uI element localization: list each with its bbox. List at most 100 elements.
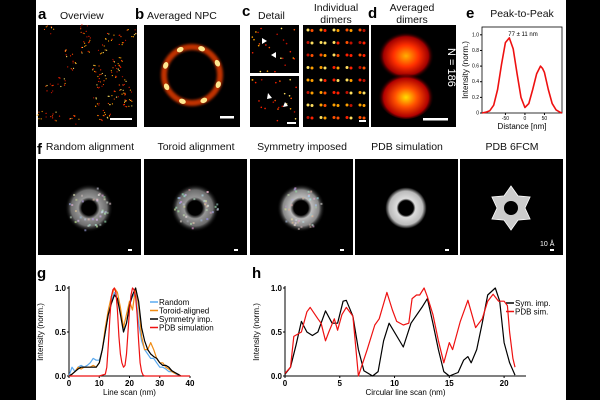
dimer-spot xyxy=(319,53,323,57)
particle-count: N = 186 xyxy=(445,48,457,87)
localization-dot xyxy=(112,58,114,61)
pixel-noise xyxy=(178,201,181,204)
dimer-spot xyxy=(358,41,362,44)
localization-dot xyxy=(111,71,113,74)
dimer-spot xyxy=(345,66,349,69)
panel-f-title: Toroid alignment xyxy=(157,141,234,153)
localization-dot xyxy=(251,36,254,38)
pixel-noise xyxy=(294,222,297,225)
pixel-noise xyxy=(308,194,311,197)
pixel-noise xyxy=(308,223,311,226)
localization-dot xyxy=(52,84,54,86)
dimer-spot xyxy=(358,66,362,69)
localization-dot xyxy=(86,25,88,27)
pixel-noise xyxy=(104,220,107,223)
localization-dot xyxy=(103,80,105,82)
localization-dot xyxy=(84,45,86,47)
localization-dot xyxy=(127,29,129,31)
pixel-noise xyxy=(69,216,72,219)
localization-dot xyxy=(293,58,296,60)
pixel-noise xyxy=(297,219,300,222)
panel-c-title2-line1: Individual xyxy=(314,2,358,14)
pixel-noise xyxy=(290,218,293,221)
y-tick-label: 0.0 xyxy=(55,372,67,381)
pixel-noise xyxy=(182,203,185,206)
localization-dot xyxy=(46,90,48,92)
localization-dot xyxy=(88,41,90,43)
localization-dot xyxy=(65,54,67,56)
panel-f-random-alignment: Random alignment xyxy=(38,141,141,255)
localization-dot xyxy=(110,39,113,41)
dimer-spot xyxy=(323,116,327,120)
averaged-dimers-image: N = 186 xyxy=(371,25,457,127)
y-tick-label: 0.8 xyxy=(472,48,479,54)
dimer-spot xyxy=(345,53,349,57)
scale-bar xyxy=(220,116,234,119)
npc-subunit-spot xyxy=(214,59,221,67)
localization-dot xyxy=(100,73,102,76)
localization-dot xyxy=(98,102,100,105)
localization-dot xyxy=(112,67,114,69)
localization-dot xyxy=(289,107,292,110)
localization-dot xyxy=(60,85,62,88)
localization-dot xyxy=(259,70,262,73)
x-tick-label: 5 xyxy=(338,379,343,388)
pixel-noise xyxy=(291,221,294,224)
localization-dot xyxy=(113,98,115,100)
dimer-spot xyxy=(332,116,336,119)
npc-subunit-spot xyxy=(163,62,169,69)
pixel-noise xyxy=(186,220,189,223)
x-axis-label: Distance [nm] xyxy=(498,122,547,131)
toroid-simulation xyxy=(385,187,427,229)
pixel-noise xyxy=(211,211,214,214)
pixel-noise xyxy=(95,218,98,221)
localization-dot xyxy=(103,112,106,114)
localization-dot xyxy=(98,104,100,106)
legend-label: Sym. imp. xyxy=(515,299,551,308)
pixel-noise xyxy=(183,195,186,198)
peak-distance-annotation: 77 ± 11 nm xyxy=(508,32,538,38)
localization-dot xyxy=(102,52,104,54)
panel-c-title2-line2: dimers xyxy=(320,14,352,26)
localization-dot xyxy=(124,105,126,108)
pixel-noise xyxy=(173,208,176,211)
localization-dot xyxy=(276,33,278,36)
localization-dot xyxy=(55,120,57,122)
localization-dot xyxy=(118,69,120,72)
x-tick-label: 10 xyxy=(95,379,104,388)
dimer-spot xyxy=(310,41,314,45)
pixel-noise xyxy=(185,215,188,218)
localization-dot xyxy=(122,89,124,91)
localization-dot xyxy=(124,93,126,95)
pixel-noise xyxy=(311,224,314,227)
localization-dot xyxy=(135,33,137,35)
localization-dot xyxy=(128,99,131,101)
plot-frame xyxy=(481,26,563,114)
localization-dot xyxy=(114,65,117,67)
localization-dot xyxy=(129,89,132,91)
localization-dot xyxy=(72,67,75,69)
localization-dot xyxy=(38,118,40,120)
localization-dot xyxy=(88,51,90,53)
dimer-spot xyxy=(323,79,327,82)
localization-dot xyxy=(281,57,284,60)
dimer-spot xyxy=(310,66,314,70)
pixel-noise xyxy=(175,206,178,209)
localization-dot xyxy=(289,50,292,53)
panel-label-d: d xyxy=(368,5,377,22)
localization-dot xyxy=(257,31,259,34)
localization-dot xyxy=(131,35,133,38)
pixel-noise xyxy=(177,210,180,213)
pixel-noise xyxy=(284,205,287,208)
localization-dot xyxy=(45,116,47,118)
localization-dot xyxy=(58,77,60,79)
localization-dot xyxy=(121,60,123,62)
localization-dot xyxy=(279,80,281,82)
localization-dot xyxy=(251,79,254,81)
dimer-spot xyxy=(358,91,362,94)
localization-dot xyxy=(95,97,97,99)
panel-f-symmetry-imposed: Symmetry imposed xyxy=(250,141,353,255)
pixel-noise xyxy=(84,229,87,232)
localization-dot xyxy=(92,68,94,70)
localization-dot xyxy=(38,111,40,113)
